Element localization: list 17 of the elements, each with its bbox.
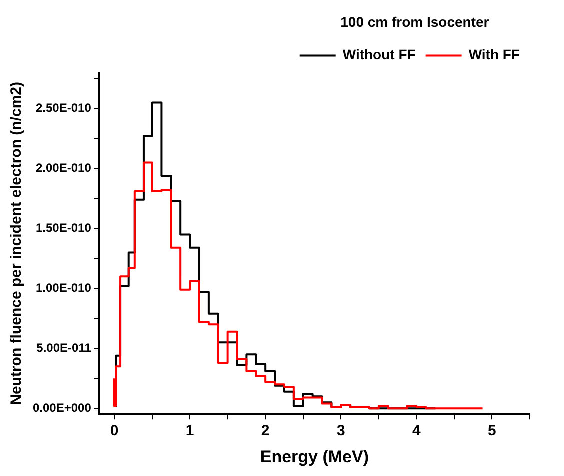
x-tick-label: 5 xyxy=(488,422,496,440)
x-tick-label: 4 xyxy=(412,422,422,440)
y-tick-label: 5.00E-011 xyxy=(36,340,92,355)
legend-label: Without FF xyxy=(342,46,416,63)
y-tick-label: 2.00E-010 xyxy=(36,161,92,176)
x-tick-label: 3 xyxy=(336,422,346,440)
y-tick-label: 1.50E-010 xyxy=(36,221,92,236)
legend-title: 100 cm from Isocenter xyxy=(340,14,490,30)
x-axis-title: Energy (MeV) xyxy=(260,447,370,466)
x-tick-label: 1 xyxy=(186,422,194,440)
y-tick-label: 2.50E-010 xyxy=(36,101,92,116)
x-tick-label: 0 xyxy=(110,422,119,440)
y-tick-label: 1.00E-010 xyxy=(36,280,92,295)
y-axis-title: Neutron fluence per incident electron (n/cm2) xyxy=(8,82,26,406)
y-tick-label: 0.00E+000 xyxy=(33,400,92,415)
x-tick-label: 2 xyxy=(261,422,270,440)
legend-label: With FF xyxy=(468,46,520,63)
